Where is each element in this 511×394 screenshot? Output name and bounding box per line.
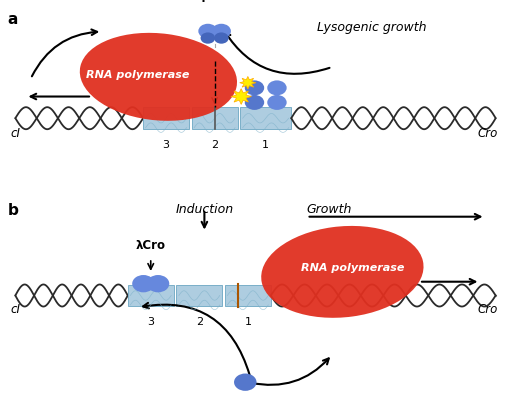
Text: cI: cI [10, 127, 20, 139]
Circle shape [147, 275, 169, 292]
Circle shape [267, 95, 287, 110]
Text: λRepressor: λRepressor [177, 0, 252, 2]
Text: 1: 1 [244, 317, 251, 327]
Bar [176, 284, 222, 307]
Text: 1: 1 [262, 140, 269, 150]
Text: 2: 2 [196, 317, 203, 327]
Bar [128, 284, 174, 307]
Text: cI: cI [10, 303, 20, 316]
Text: RNA polymerase: RNA polymerase [301, 263, 404, 273]
Circle shape [245, 95, 264, 110]
Text: Induction: Induction [175, 203, 234, 216]
Circle shape [201, 32, 215, 44]
Text: Growth: Growth [307, 203, 352, 216]
Bar [143, 107, 189, 129]
Ellipse shape [261, 226, 424, 318]
Text: Cro: Cro [478, 127, 498, 139]
Circle shape [214, 32, 229, 44]
Text: Lysogenic growth: Lysogenic growth [317, 21, 426, 34]
Text: 3: 3 [147, 317, 154, 327]
Ellipse shape [80, 33, 237, 121]
Text: a: a [8, 12, 18, 27]
Circle shape [132, 275, 155, 292]
Text: 2: 2 [211, 140, 218, 150]
Polygon shape [240, 76, 256, 89]
Bar [240, 107, 291, 129]
Bar [225, 284, 271, 307]
Text: λCro: λCro [136, 239, 166, 252]
Circle shape [245, 80, 264, 95]
Text: RNA polymerase: RNA polymerase [86, 70, 190, 80]
Text: Cro: Cro [478, 303, 498, 316]
Circle shape [212, 24, 231, 39]
Circle shape [198, 24, 218, 39]
Text: 3: 3 [162, 140, 170, 150]
Text: b: b [8, 203, 18, 218]
Bar [192, 107, 238, 129]
Circle shape [234, 374, 257, 391]
Polygon shape [231, 89, 251, 104]
Circle shape [267, 80, 287, 95]
